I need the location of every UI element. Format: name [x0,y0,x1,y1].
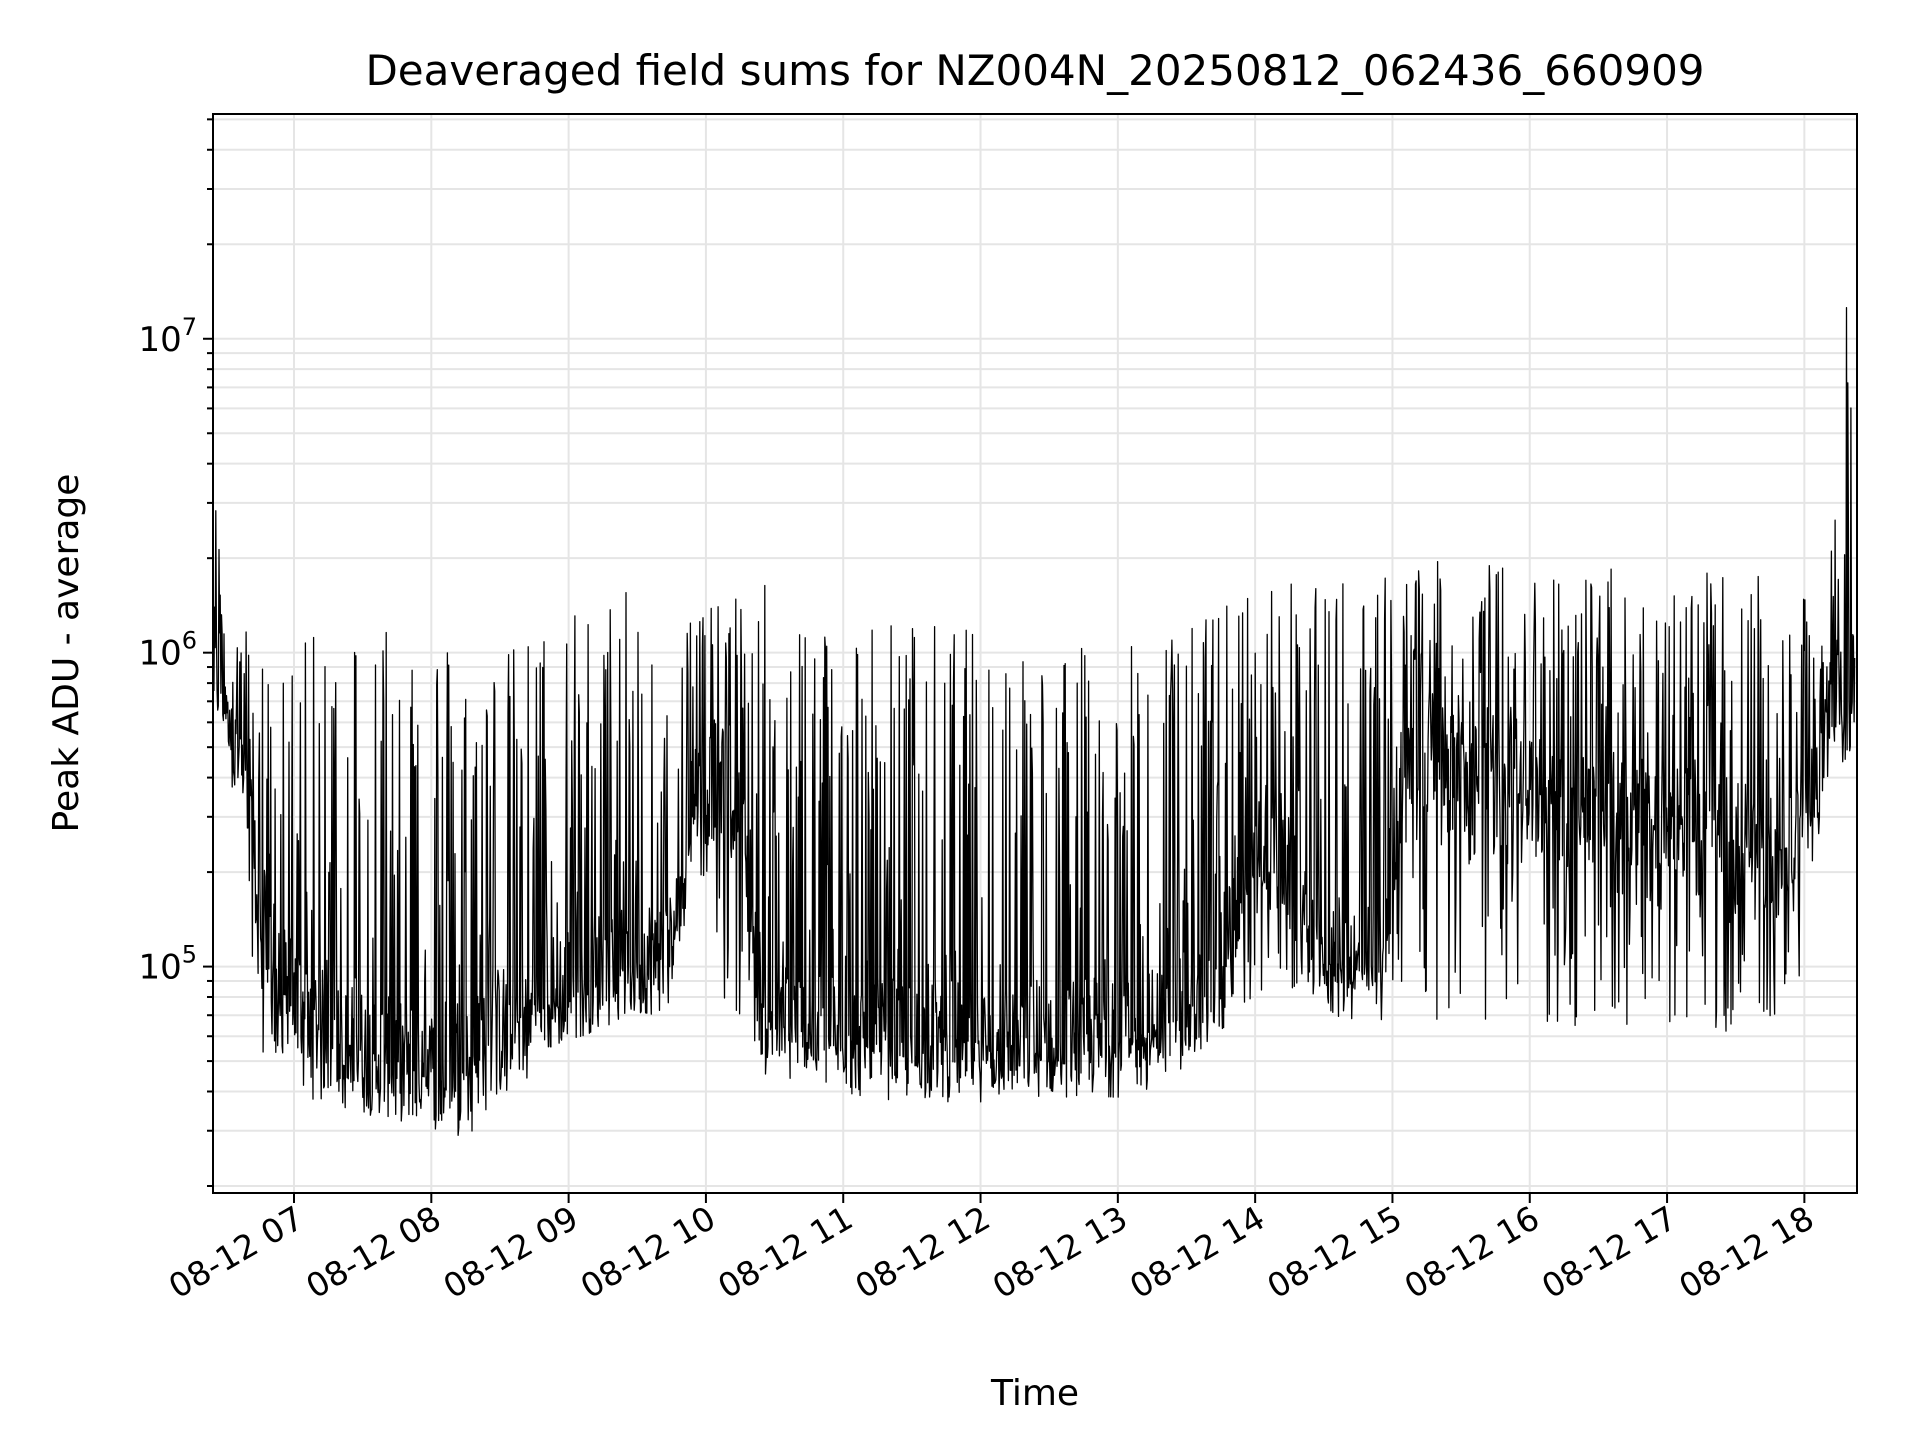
y-axis-label: Peak ADU - average [46,474,87,833]
y-tick-label: 106 [138,627,197,674]
series-line [213,307,1856,1136]
series-layer [213,307,1856,1136]
grid-major [213,114,1857,1193]
y-axis-ticks: 105 106 107 [138,118,213,1188]
y-tick-label: 105 [138,941,197,988]
x-axis-label: Time [990,1373,1079,1414]
chart-title: Deaveraged field sums for NZ004N_2025081… [365,46,1704,95]
y-tick-label: 107 [138,313,197,360]
